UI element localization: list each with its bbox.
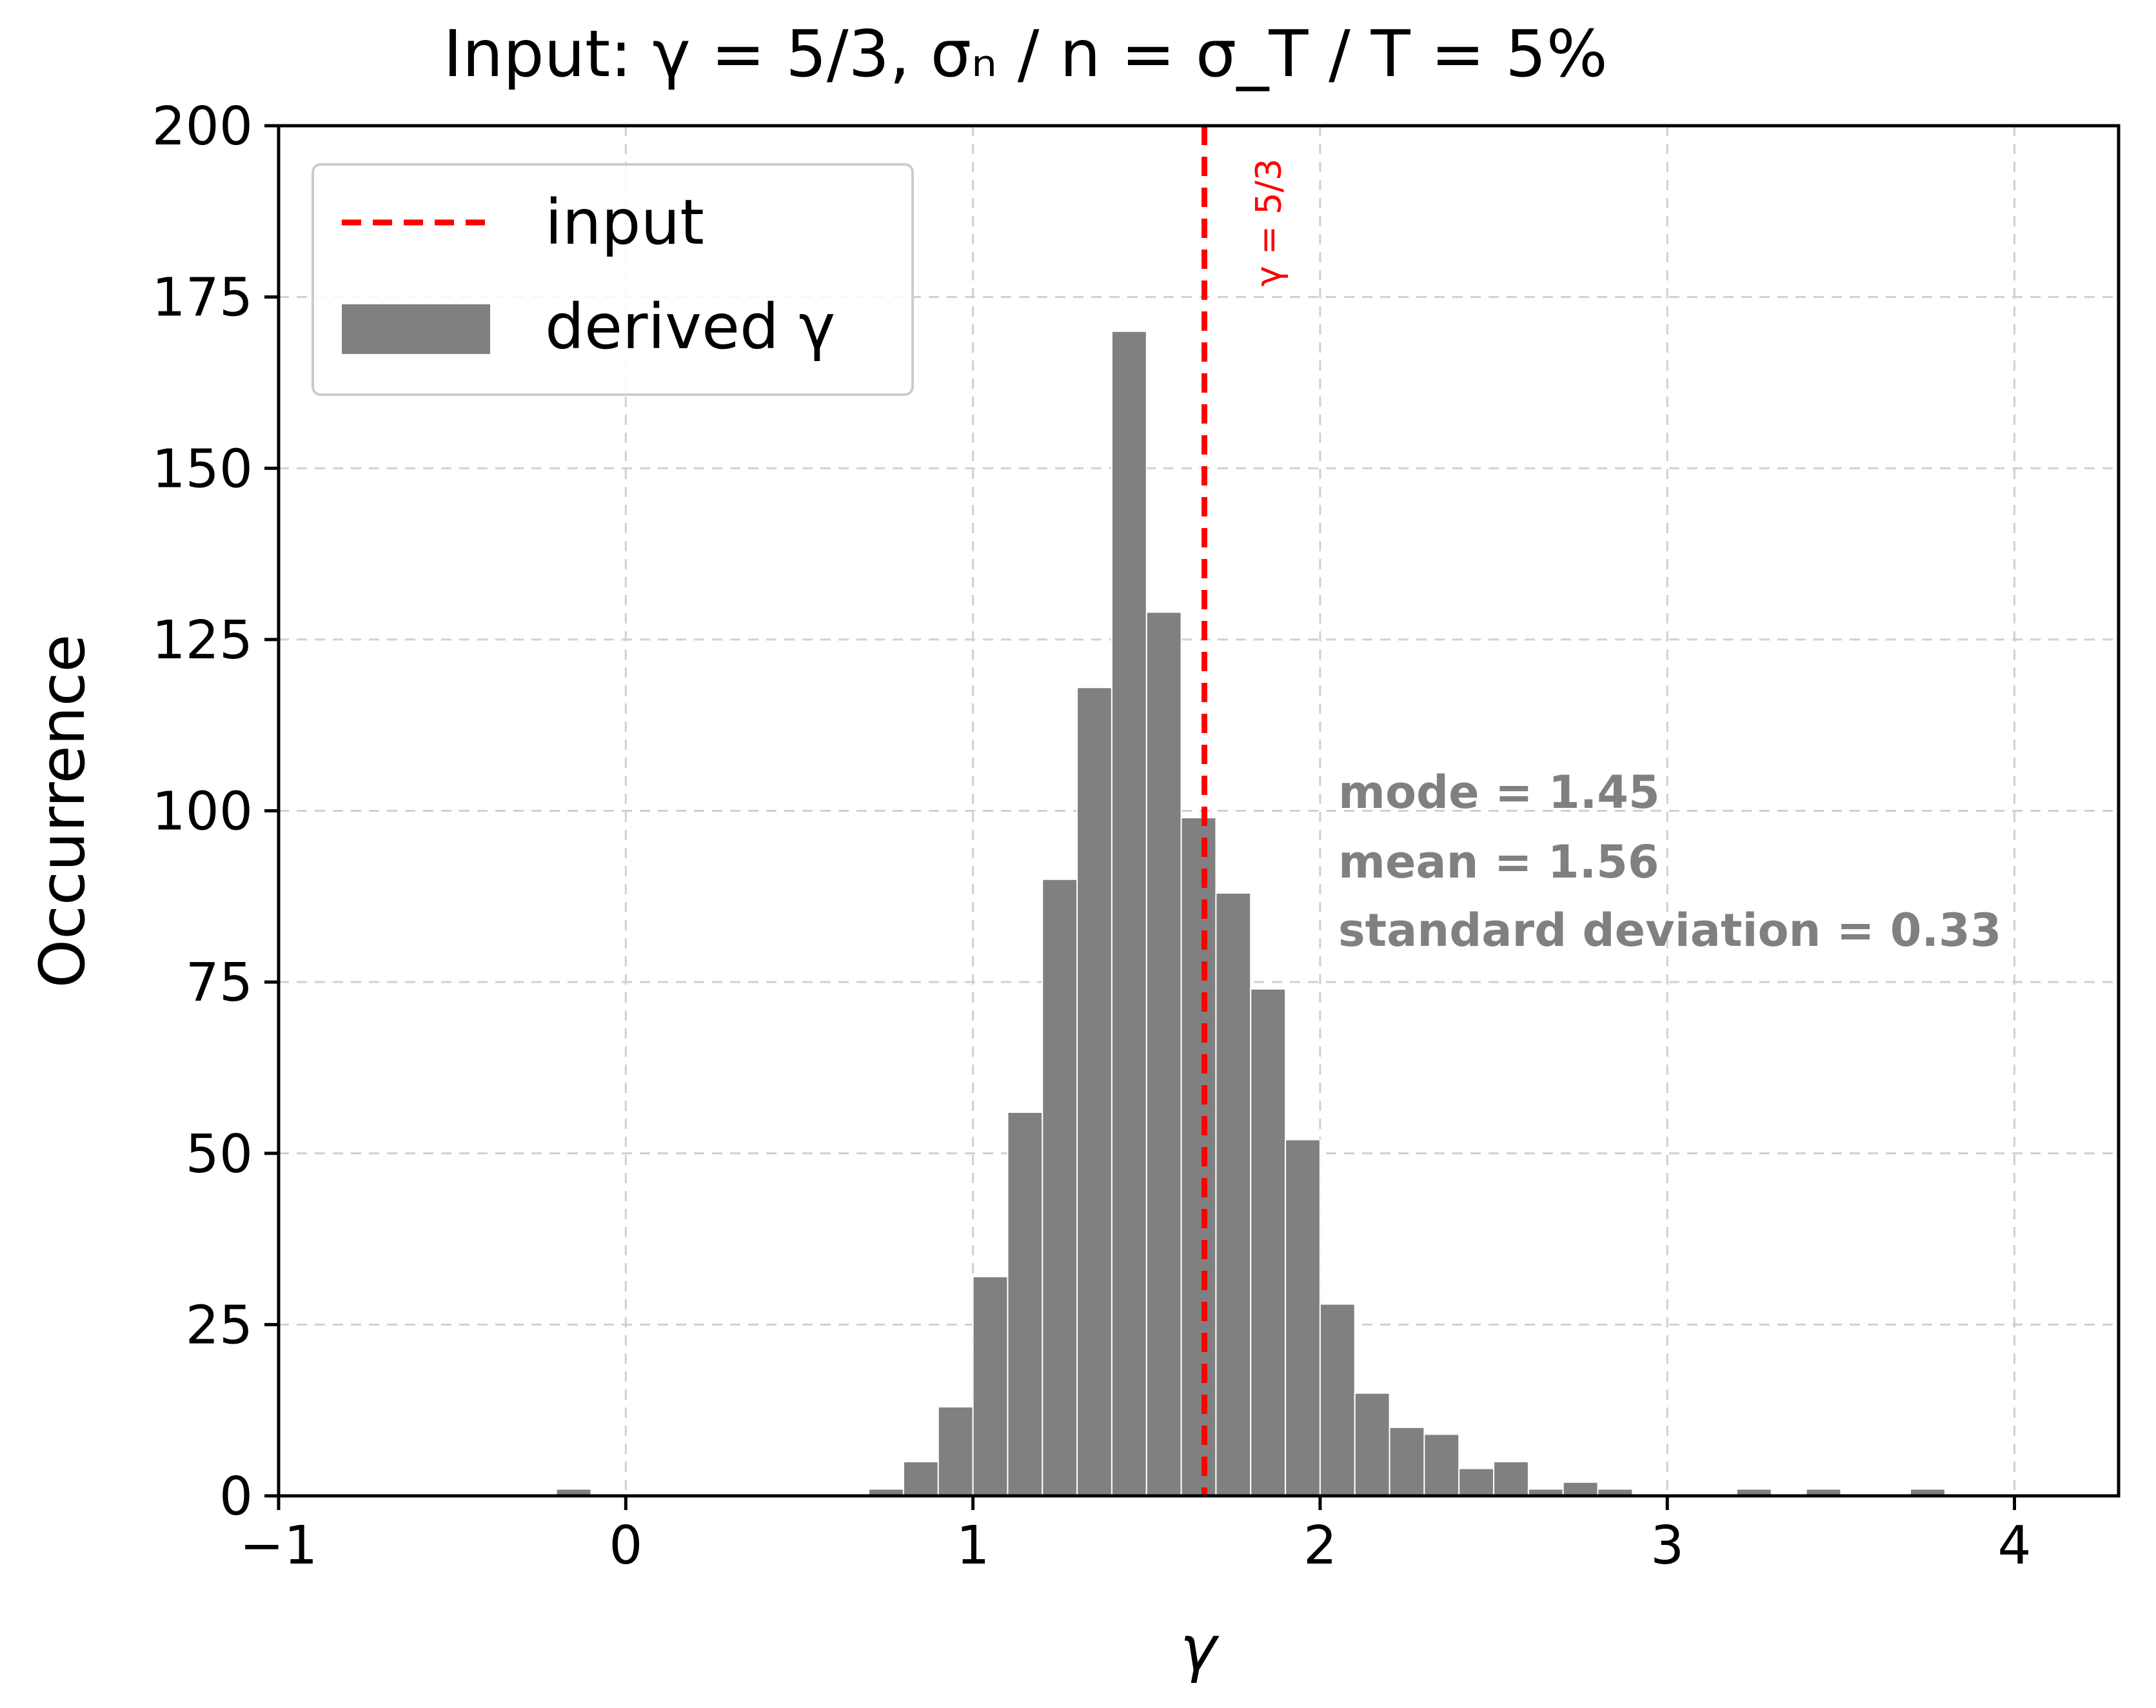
legend-derived-swatch: [342, 304, 490, 354]
mean-annotation: mean = 1.56: [1338, 836, 1659, 888]
chart-title: Input: γ = 5/3, σₙ / n = σ_T / T = 5%: [443, 16, 1608, 92]
histogram-bar: [1285, 1139, 1321, 1497]
histogram-bar: [1423, 1433, 1460, 1497]
x-axis-label: γ: [1180, 1613, 1220, 1685]
legend: input derived γ: [312, 163, 914, 396]
y-tick-label: 150: [152, 438, 253, 500]
y-tick-label: 200: [152, 96, 253, 157]
histogram-bars: [555, 330, 1946, 1497]
histogram-bar: [1145, 611, 1182, 1497]
x-tick-label: 3: [1650, 1515, 1684, 1576]
histogram-bar: [1180, 817, 1217, 1497]
x-tick-label: 1: [956, 1515, 990, 1576]
x-tick-label: 4: [1997, 1515, 2031, 1576]
mode-annotation: mode = 1.45: [1338, 766, 1660, 819]
y-tick-label: 100: [152, 781, 253, 843]
input-value-label: γ = 5/3: [1248, 159, 1289, 286]
stats-annotations: mode = 1.45 mean = 1.56 standard deviati…: [1338, 766, 2001, 957]
y-tick-label: 50: [186, 1124, 253, 1185]
histogram-bar: [1354, 1392, 1390, 1497]
histogram-bar: [1389, 1426, 1425, 1497]
histogram-bar: [1111, 330, 1147, 1497]
histogram-bar: [1215, 892, 1252, 1497]
y-tick-label: 75: [186, 952, 253, 1014]
std-annotation: standard deviation = 0.33: [1338, 904, 2001, 957]
histogram-bar: [1007, 1112, 1043, 1497]
y-tick-label: 175: [152, 268, 253, 329]
histogram-bar: [1458, 1468, 1495, 1497]
x-tick-label: 2: [1303, 1515, 1337, 1576]
y-tick-label: 125: [152, 610, 253, 671]
histogram-bar: [1250, 988, 1287, 1497]
histogram-bar: [1562, 1481, 1599, 1497]
y-axis-ticks: 0 25 50 75 100 125 150 175 200: [152, 96, 279, 1527]
legend-input-label: input: [545, 186, 704, 259]
histogram-bar: [1493, 1460, 1529, 1497]
y-tick-label: 0: [219, 1466, 253, 1527]
histogram-bar: [1319, 1303, 1356, 1497]
y-axis-label: Occurrence: [26, 634, 99, 988]
histogram-bar: [937, 1406, 974, 1497]
y-tick-label: 25: [186, 1295, 253, 1356]
x-tick-label: 0: [609, 1515, 642, 1576]
histogram-bar: [1076, 687, 1113, 1497]
x-tick-label: −1: [240, 1515, 318, 1576]
histogram-bar: [902, 1460, 939, 1497]
x-axis-ticks: −1 0 1 2 3 4: [240, 1496, 2032, 1576]
histogram-bar: [972, 1276, 1009, 1497]
legend-derived-label: derived γ: [545, 291, 835, 363]
histogram-bar: [1042, 878, 1078, 1497]
